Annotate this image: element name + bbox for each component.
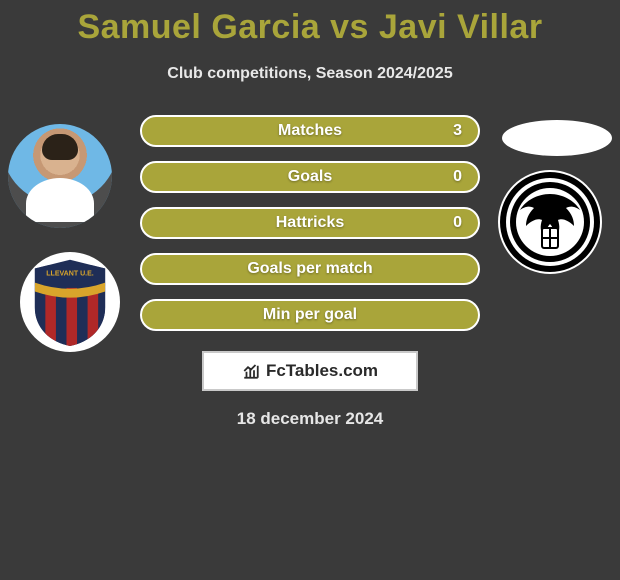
stat-right: 3 [453, 122, 462, 140]
club-crest-right [498, 170, 602, 274]
stat-row-goals: Goals 0 [140, 161, 480, 193]
stat-right: 0 [453, 168, 462, 186]
branding-badge: FcTables.com [202, 351, 418, 391]
stat-label: Goals [288, 168, 332, 186]
avatar-right-oval [502, 120, 612, 156]
stat-row-goals-per-match: Goals per match [140, 253, 480, 285]
stat-row-min-per-goal: Min per goal [140, 299, 480, 331]
branding-label: FcTables.com [266, 361, 378, 381]
chart-icon [242, 362, 260, 380]
stat-row-hattricks: Hattricks 0 [140, 207, 480, 239]
stat-row-matches: Matches 3 [140, 115, 480, 147]
subtitle: Club competitions, Season 2024/2025 [0, 65, 620, 83]
player-avatar-left [8, 124, 112, 228]
svg-text:LLEVANT U.E.: LLEVANT U.E. [46, 271, 94, 278]
stat-right: 0 [453, 214, 462, 232]
club-crest-left: LLEVANT U.E. [20, 252, 120, 352]
date-label: 18 december 2024 [0, 409, 620, 429]
page-title: Samuel Garcia vs Javi Villar [0, 0, 620, 47]
stat-label: Min per goal [263, 306, 357, 324]
stat-label: Matches [278, 122, 342, 140]
stat-label: Hattricks [276, 214, 344, 232]
stat-label: Goals per match [247, 260, 372, 278]
